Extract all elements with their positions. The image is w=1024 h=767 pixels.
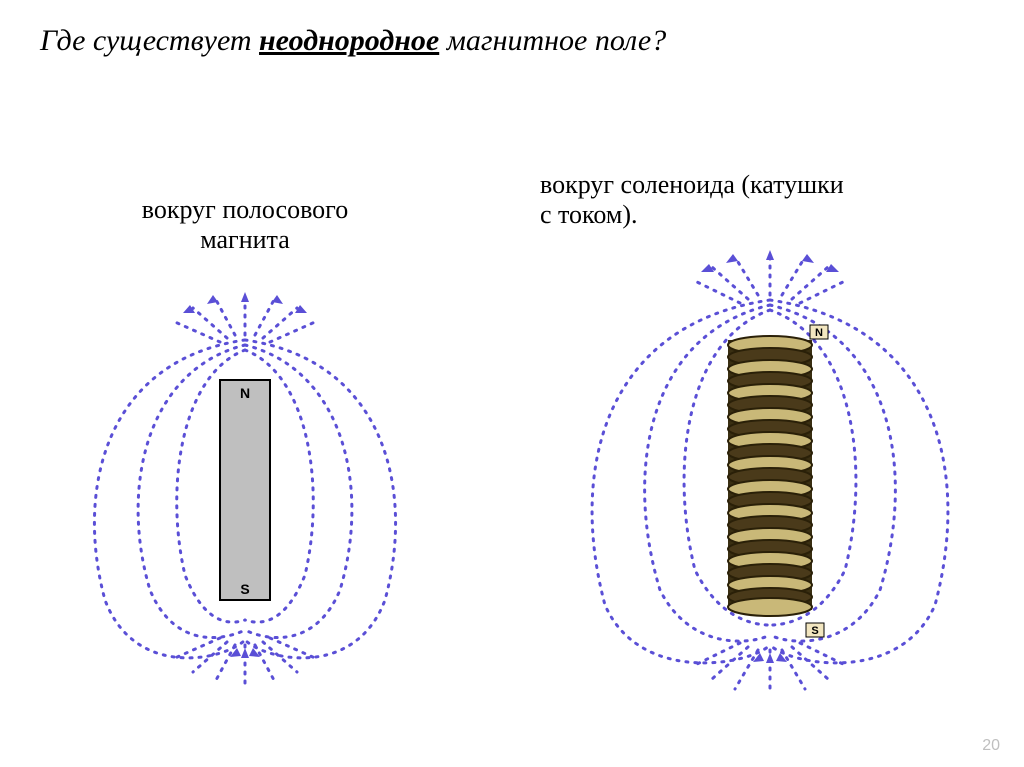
magnet-body (220, 380, 270, 600)
solenoid-diagram: N S (570, 245, 970, 705)
caption-solenoid: вокруг соленоида (катушки с током). (540, 170, 960, 230)
solenoid-coil-icon (728, 336, 812, 616)
bar-magnet-diagram: N S (65, 280, 425, 700)
pole-n-label: N (240, 385, 250, 401)
title-suffix: магнитное поле? (439, 24, 666, 57)
page-number: 20 (982, 737, 1000, 755)
page-title: Где существует неоднородное магнитное по… (40, 24, 666, 58)
arrowheads-bottom (753, 653, 787, 663)
caption-right-line2: с током). (540, 200, 638, 229)
caption-left-line1: вокруг полосового (142, 195, 348, 224)
pole-n-label: N (815, 327, 823, 339)
caption-right-line1: вокруг соленоида (катушки (540, 170, 844, 199)
pole-s-label: S (240, 581, 249, 597)
caption-left-line2: магнита (200, 225, 290, 254)
title-prefix: Где существует (40, 24, 259, 57)
arrowheads-top (183, 292, 307, 313)
title-underlined: неоднородное (259, 24, 439, 57)
arrowheads-bottom (230, 648, 260, 658)
pole-s-label: S (811, 625, 818, 637)
caption-bar-magnet: вокруг полосового магнита (95, 195, 395, 255)
